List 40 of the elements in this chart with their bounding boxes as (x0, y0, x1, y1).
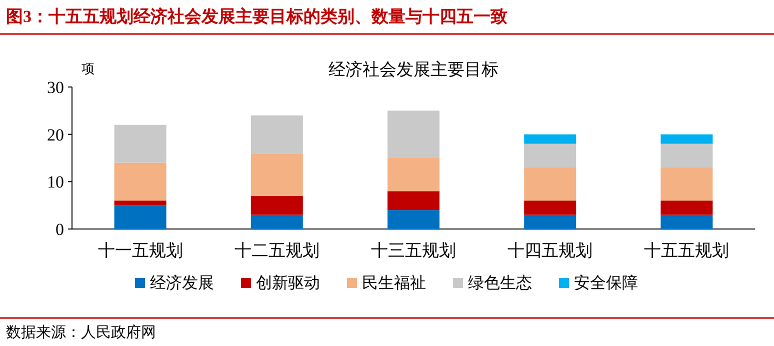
bar (388, 191, 440, 210)
bar (660, 144, 713, 168)
bar (250, 115, 303, 154)
bar (250, 214, 303, 229)
legend-label: 绿色生态 (468, 274, 532, 292)
y-axis-title: 项 (82, 61, 94, 76)
bar (388, 158, 440, 192)
bar (660, 214, 713, 229)
bar (114, 162, 166, 201)
legend-label: 创新驱动 (256, 274, 320, 292)
y-tick-label: 0 (56, 220, 64, 239)
bar (660, 134, 713, 144)
bar (388, 110, 440, 158)
bar (388, 210, 440, 229)
bar (114, 200, 166, 206)
x-tick-label: 十五五规划 (644, 241, 730, 260)
y-tick-label: 30 (47, 78, 64, 97)
y-tick-label: 20 (47, 125, 64, 144)
legend-label: 经济发展 (150, 274, 214, 292)
bar (250, 196, 303, 215)
chart-subtitle: 经济社会发展主要目标 (328, 60, 498, 79)
bar (524, 134, 576, 144)
bar (660, 200, 713, 215)
bar (114, 205, 166, 229)
chart-title: 图3：十五五规划经济社会发展主要目标的类别、数量与十四五一致 (6, 7, 508, 26)
bar (524, 167, 576, 201)
bar (524, 200, 576, 215)
x-tick-label: 十四五规划 (508, 241, 593, 260)
legend-label: 民生福祉 (362, 274, 426, 292)
bar (114, 124, 166, 163)
bar (524, 214, 576, 229)
x-tick-label: 十一五规划 (98, 241, 183, 260)
bar (250, 153, 303, 196)
y-tick-label: 10 (47, 172, 64, 192)
bar (524, 144, 576, 168)
source-note: 数据来源：人民政府网 (6, 324, 156, 341)
bar (660, 167, 713, 201)
legend-label: 安全保障 (574, 274, 638, 292)
x-tick-label: 十二五规划 (234, 241, 320, 260)
x-tick-label: 十三五规划 (371, 241, 456, 260)
